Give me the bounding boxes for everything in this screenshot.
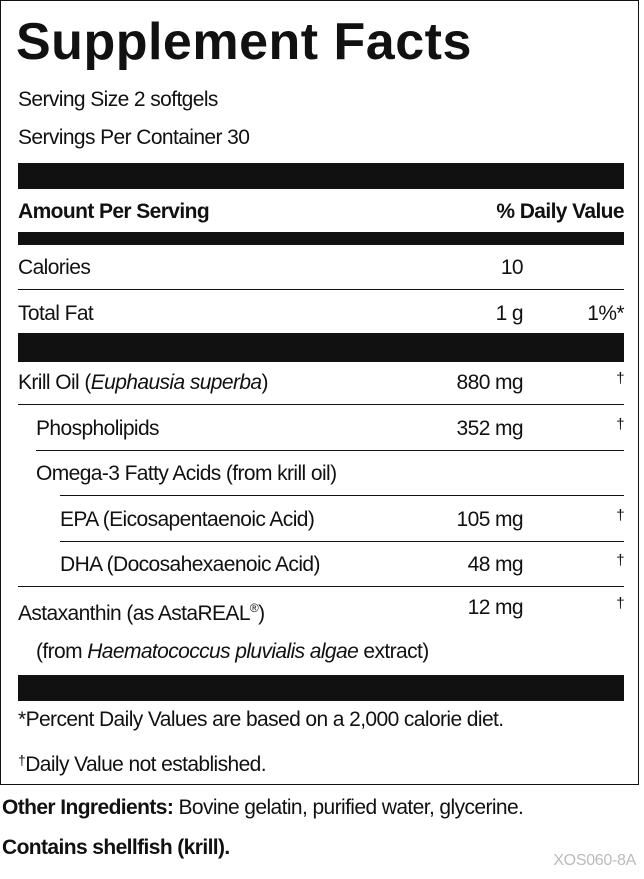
title: Supplement Facts: [16, 13, 472, 71]
daily-value: †: [616, 595, 624, 612]
serving-size: Serving Size 2 softgels: [18, 88, 218, 111]
dagger: †: [18, 752, 26, 768]
product-code: XOS060-8A: [553, 852, 636, 869]
name-part: Haematococcus pluvialis algae: [87, 640, 359, 663]
daily-value: 1%*: [587, 302, 624, 325]
ingredient-name: EPA (Eicosapentaenoic Acid): [60, 507, 315, 533]
footnote: *Percent Daily Values are based on a 2,0…: [18, 708, 504, 731]
amount: 880 mg: [456, 371, 524, 394]
name-part: Omega-3 Fatty Acids (from krill oil): [36, 462, 337, 485]
daily-value: †: [616, 370, 624, 387]
row-rule: [18, 586, 624, 587]
ingredient-name: (from Haematococcus pluvialis algae extr…: [36, 639, 429, 665]
daily-value: †: [616, 416, 624, 433]
name-part: Total Fat: [18, 302, 94, 325]
name-part: (from: [36, 640, 88, 663]
other-label: Other Ingredients:: [2, 796, 174, 819]
amount: 48 mg: [467, 553, 524, 576]
servings-per-container: Servings Per Container 30: [18, 126, 250, 149]
row-rule: [18, 289, 624, 290]
thick-bar: [18, 163, 624, 189]
daily-value: †: [616, 552, 624, 569]
ingredient-name: Calories: [18, 255, 91, 281]
dv-header: % Daily Value: [496, 200, 624, 223]
row-rule: [60, 541, 624, 542]
amount: 1 g: [495, 302, 524, 325]
name-part: DHA (Docosahexaenoic Acid): [60, 553, 320, 576]
other-ingredients: Other Ingredients: Bovine gelatin, purif…: [2, 795, 524, 821]
ingredient-name: Astaxanthin (as AstaREAL®): [18, 595, 265, 627]
daily-value: †: [616, 507, 624, 524]
name-part: ): [258, 602, 265, 625]
name-part: Astaxanthin (as AstaREAL: [18, 602, 251, 625]
name-part: extract): [358, 640, 429, 663]
ingredient-name: Phospholipids: [36, 416, 160, 442]
row-rule: [18, 404, 624, 405]
name-part: EPA (Eicosapentaenoic Acid): [60, 508, 315, 531]
ingredient-name: Total Fat: [18, 301, 94, 327]
facts-box: [0, 0, 639, 785]
name-part: Calories: [18, 256, 91, 279]
name-part: ®: [249, 601, 259, 615]
other-text: Bovine gelatin, purified water, glycerin…: [173, 796, 524, 819]
footnote: †Daily Value not established.: [18, 747, 267, 778]
row-rule: [36, 450, 624, 451]
ingredient-name: Omega-3 Fatty Acids (from krill oil): [36, 461, 337, 487]
row-rule: [60, 495, 624, 496]
thick-bar: [18, 232, 624, 245]
name-part: Krill Oil (: [18, 371, 91, 394]
name-part: Phospholipids: [36, 417, 160, 440]
thick-bar: [18, 675, 624, 701]
footnote-text: Daily Value not established.: [25, 753, 266, 776]
name-part: Euphausia superba: [90, 371, 262, 394]
ingredient-name: Krill Oil (Euphausia superba): [18, 370, 269, 396]
thick-bar: [18, 333, 624, 362]
amount: 12 mg: [467, 596, 524, 619]
allergen: Contains shellfish (krill).: [2, 836, 230, 859]
ingredient-name: DHA (Docosahexaenoic Acid): [60, 552, 320, 578]
amount-header: Amount Per Serving: [18, 200, 210, 223]
name-part: ): [261, 371, 269, 394]
amount: 352 mg: [456, 417, 524, 440]
amount: 105 mg: [456, 508, 524, 531]
amount: 10: [500, 256, 524, 279]
